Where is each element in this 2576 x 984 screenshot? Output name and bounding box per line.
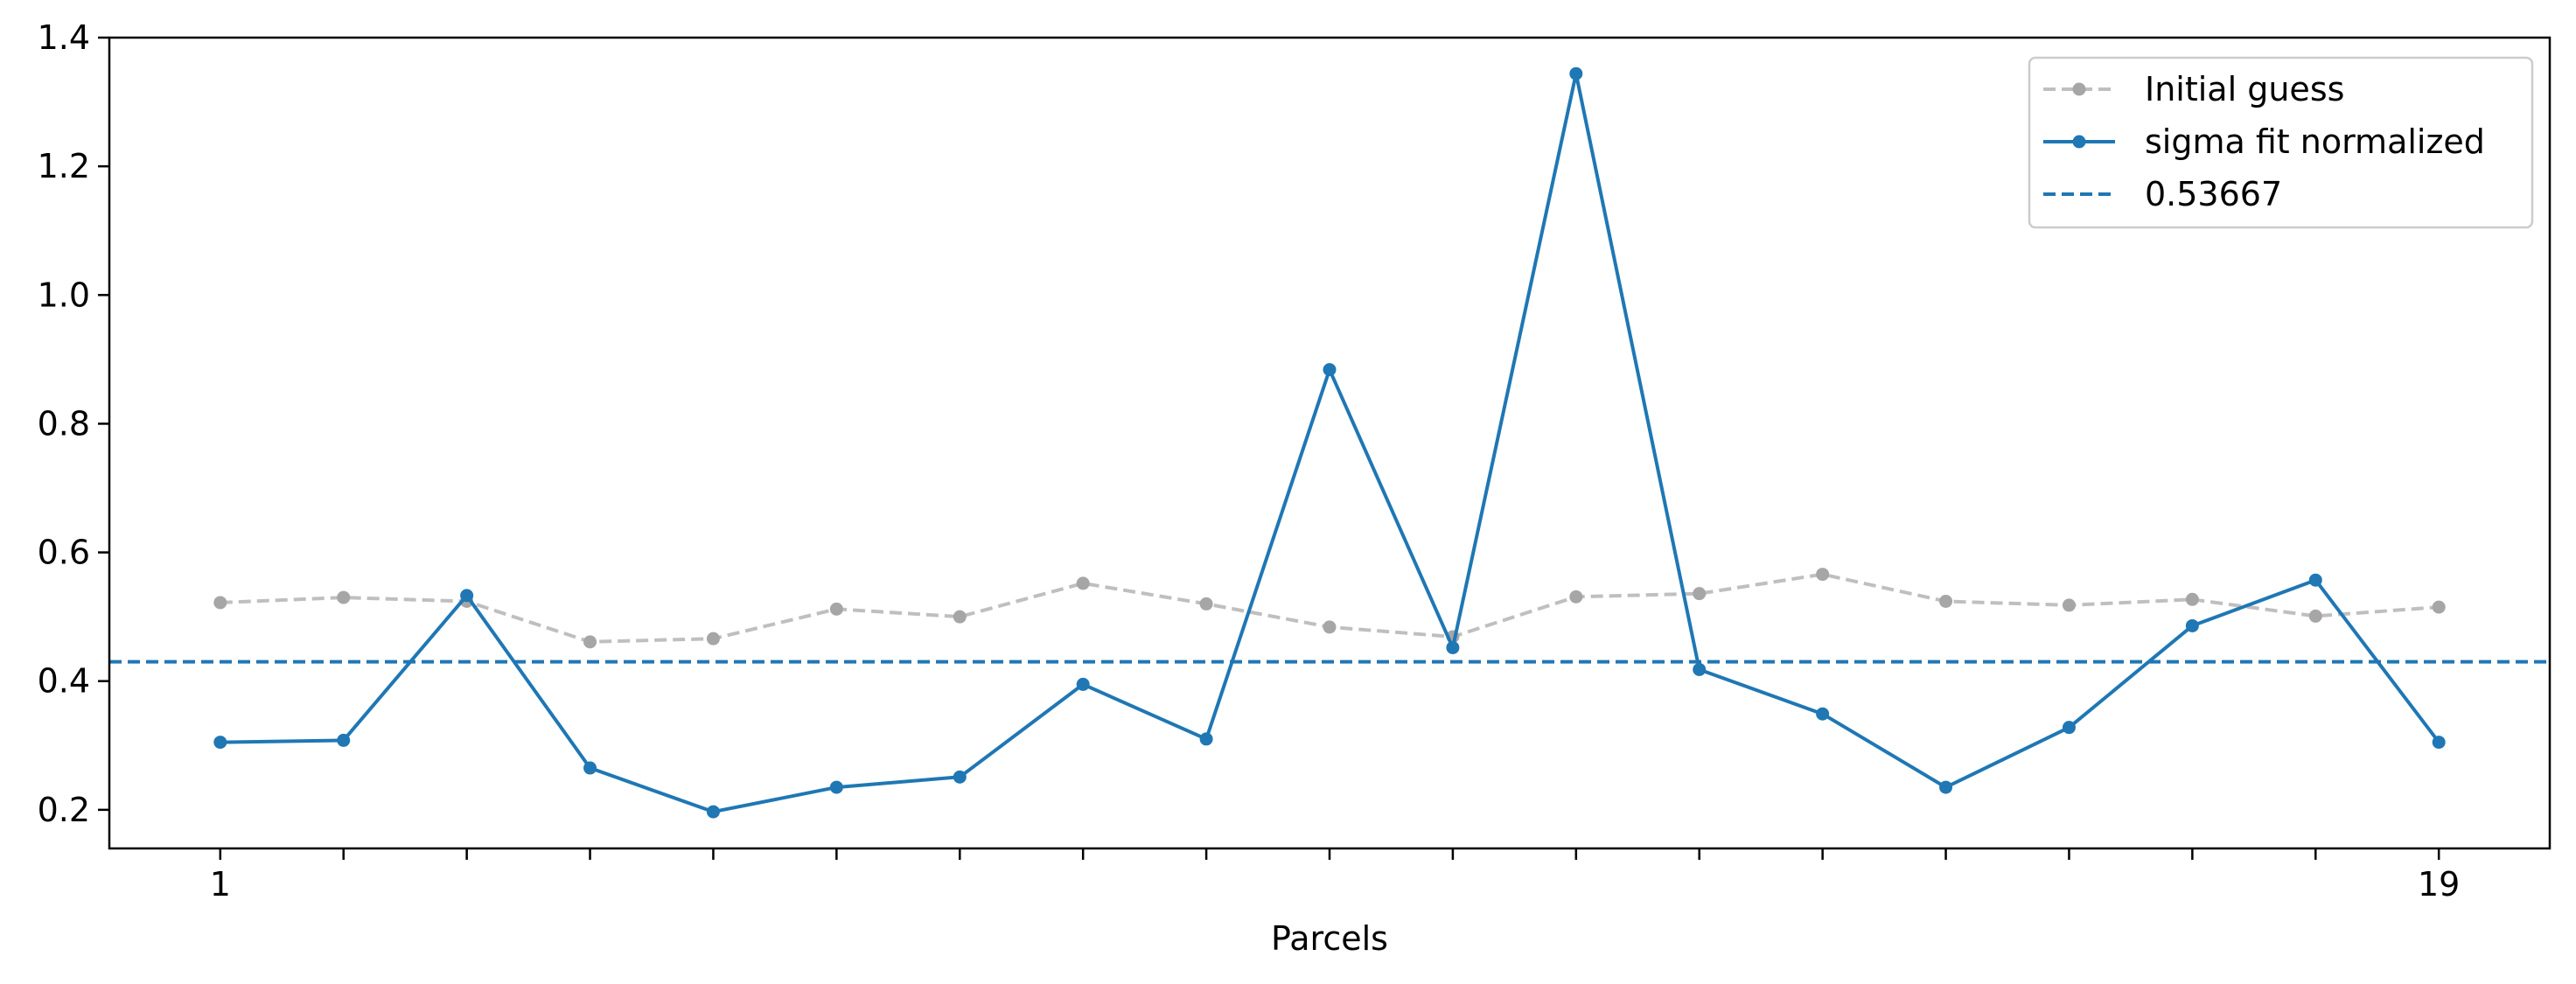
series-1-point-7 — [1076, 677, 1090, 691]
series-0-point-18 — [2432, 600, 2446, 614]
series-0-point-7 — [1076, 576, 1090, 590]
y-tick-label-1: 0.4 — [38, 662, 90, 701]
series-1-point-16 — [2185, 618, 2199, 632]
legend-box — [2028, 56, 2534, 229]
series-1-point-10 — [1446, 640, 1460, 654]
legend-label-1: sigma fit normalized — [2145, 122, 2485, 161]
series-1-point-8 — [1199, 732, 1213, 746]
series-0-point-13 — [1816, 568, 1830, 582]
x-axis: 1 19 — [210, 848, 2460, 904]
series-0-point-15 — [2062, 598, 2076, 612]
y-tick-label-4: 1.0 — [38, 276, 90, 314]
series-0-point-0 — [213, 596, 227, 610]
x-tick-label-0: 1 — [210, 865, 231, 904]
series-1-point-3 — [583, 761, 597, 775]
series-0-point-1 — [337, 590, 351, 604]
y-tick-label-2: 0.6 — [38, 534, 90, 572]
legend: Initial guess sigma fit normalized 0.53667 — [2028, 56, 2534, 229]
series-0-point-8 — [1199, 597, 1213, 611]
series-1-point-4 — [706, 805, 720, 819]
legend-marker-1 — [2072, 135, 2086, 149]
series-0-point-11 — [1569, 590, 1583, 604]
series-1-point-2 — [460, 589, 474, 603]
plot-area — [109, 66, 2550, 819]
series-0-point-16 — [2185, 592, 2199, 606]
legend-label-0: Initial guess — [2145, 70, 2344, 108]
series-1-point-1 — [337, 733, 351, 747]
y-tick-label-0: 0.2 — [38, 791, 90, 829]
x-tick-label-18: 19 — [2418, 865, 2460, 904]
series-0-point-17 — [2308, 609, 2322, 623]
x-axis-label: Parcels — [1271, 919, 1388, 958]
series-1-point-11 — [1569, 66, 1583, 80]
y-tick-label-3: 0.8 — [38, 404, 90, 443]
legend-marker-0 — [2072, 82, 2086, 96]
series-1-point-17 — [2308, 573, 2322, 587]
series-0-point-3 — [583, 635, 597, 649]
series-1-point-9 — [1323, 363, 1337, 377]
series-1-point-5 — [829, 780, 843, 794]
series-1-point-14 — [1939, 780, 1953, 794]
series-0-point-5 — [829, 602, 843, 616]
legend-label-2: 0.53667 — [2145, 175, 2282, 213]
series-1-point-13 — [1816, 707, 1830, 721]
series-0-point-12 — [1693, 587, 1707, 601]
series-0-point-14 — [1939, 594, 1953, 608]
y-tick-label-5: 1.2 — [38, 147, 90, 185]
series-1-point-18 — [2432, 736, 2446, 750]
series-0-point-6 — [953, 610, 967, 624]
series-0-point-4 — [706, 632, 720, 646]
series-1-point-6 — [953, 770, 967, 784]
series-1-point-12 — [1693, 662, 1707, 676]
series-0-point-9 — [1323, 620, 1337, 634]
series-1-point-0 — [213, 736, 227, 750]
series-1-point-15 — [2062, 721, 2076, 735]
y-tick-label-6: 1.4 — [38, 18, 90, 57]
y-axis: 0.2 0.4 0.6 0.8 1.0 1.2 1.4 — [38, 18, 109, 829]
